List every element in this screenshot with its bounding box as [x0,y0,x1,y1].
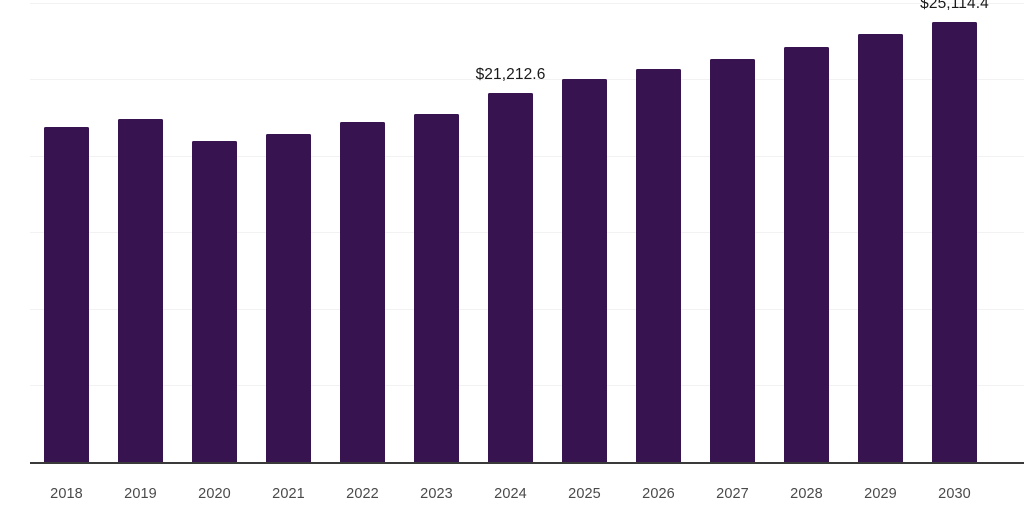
bar[interactable] [562,78,607,462]
x-axis-tick-label: 2018 [50,486,83,502]
x-axis-tick-label: 2021 [272,486,305,502]
bar[interactable] [414,114,459,462]
bar[interactable] [710,59,755,462]
bar[interactable] [784,46,829,462]
x-axis-tick-label: 2027 [716,486,749,502]
bar[interactable] [858,34,903,462]
x-axis-tick-label: 2023 [420,486,453,502]
bar-value-label: $21,212.6 [475,65,546,83]
x-axis-tick-label: 2024 [494,486,527,502]
x-axis-tick-label: 2022 [346,486,379,502]
x-axis-tick-label: 2019 [124,486,157,502]
x-axis-tick-label: 2029 [864,486,897,502]
bar[interactable] [636,68,681,462]
x-axis-tick-label: 2025 [568,486,601,502]
x-axis-tick-label: 2020 [198,486,231,502]
x-axis-line [30,462,1024,464]
gridline [30,79,1024,80]
bar[interactable] [266,133,311,462]
bar[interactable] [932,21,977,462]
bar[interactable] [192,140,237,462]
bar[interactable] [44,127,89,462]
bar[interactable] [118,119,163,462]
x-axis-tick-label: 2028 [790,486,823,502]
bar-value-label: $25,114.4 [920,0,989,12]
x-axis-tick-label: 2030 [938,486,971,502]
gridline [30,3,1024,4]
bar[interactable] [340,122,385,462]
bar[interactable] [488,92,533,462]
x-axis-tick-label: 2026 [642,486,675,502]
